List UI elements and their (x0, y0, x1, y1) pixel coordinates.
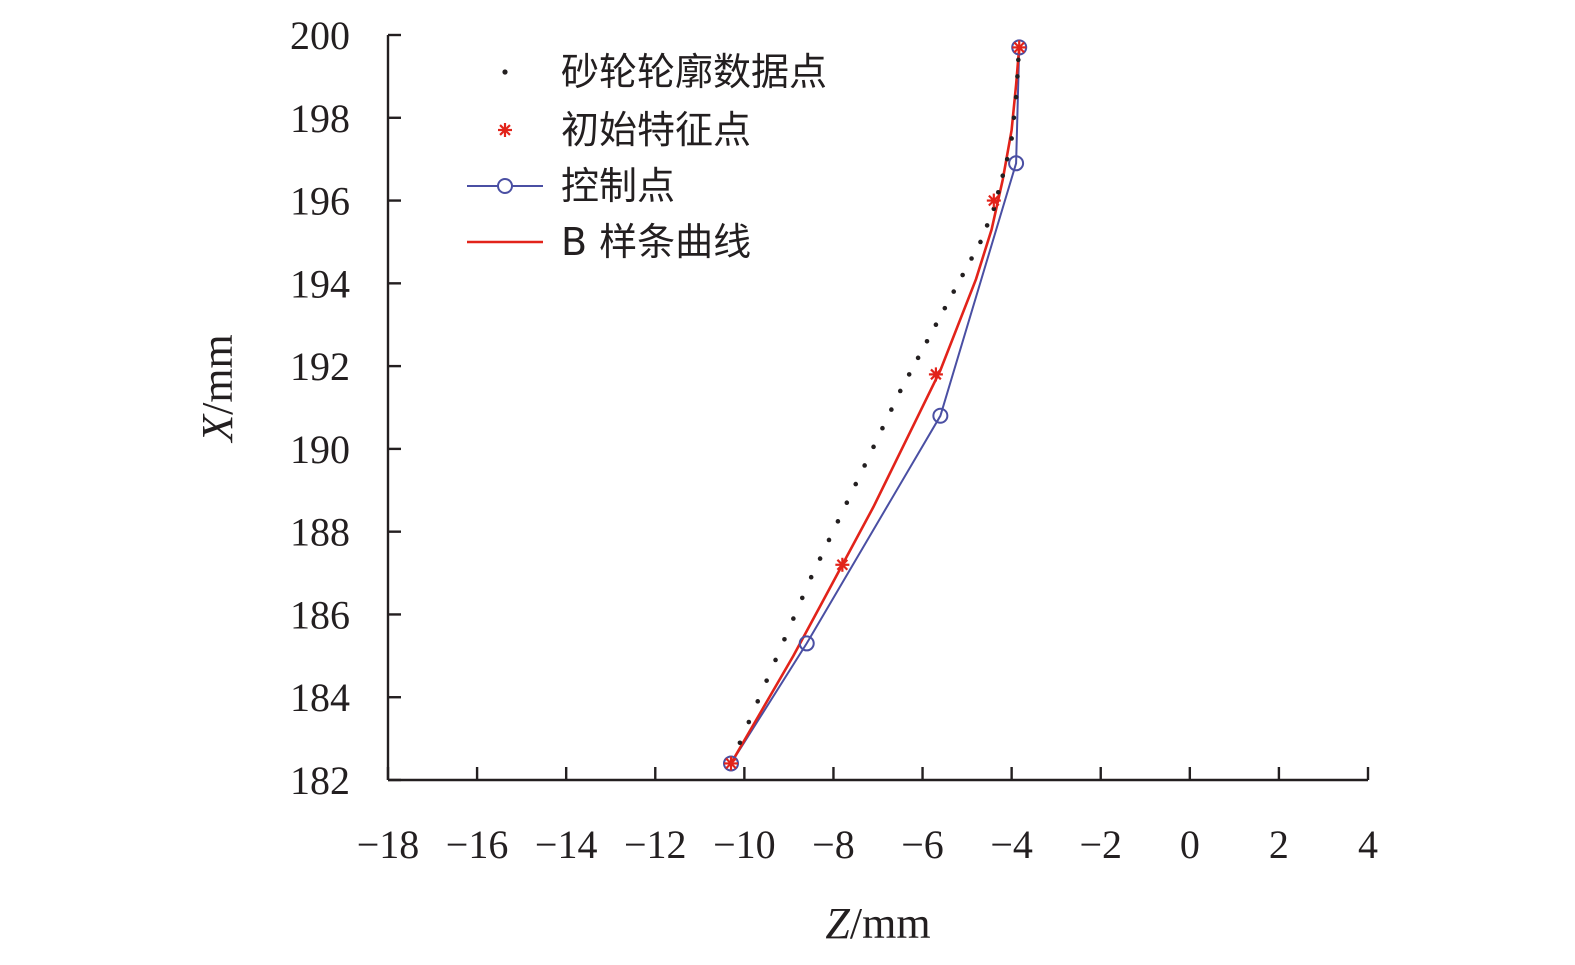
y-tick-label: 190 (290, 427, 350, 472)
profile-data-point (991, 206, 997, 212)
y-tick-label: 198 (290, 96, 350, 141)
profile-data-point (897, 388, 903, 394)
profile-data-point (764, 678, 769, 683)
profile-data-point (942, 305, 948, 311)
y-axis: 182 184 186 188 190 192 194 196 198 200 (290, 13, 401, 803)
profile-data-point (755, 699, 761, 704)
profile-data-point (924, 338, 930, 344)
x-tick-label: −4 (990, 822, 1033, 867)
legend-label: 控制点 (561, 164, 675, 208)
control-point (932, 407, 949, 424)
profile-data-point (889, 407, 894, 412)
y-tick-label: 200 (290, 13, 350, 58)
profile-data-point (995, 189, 1001, 195)
initial-feature-point (928, 367, 943, 382)
initial-feature-point (835, 557, 850, 572)
x-axis-title: Z/mm (825, 899, 930, 948)
x-axis-unit: /mm (850, 899, 931, 948)
profile-data-point (791, 616, 796, 621)
y-tick-label: 188 (290, 510, 350, 555)
y-axis-var: X (193, 413, 242, 444)
profile-data-point (1009, 136, 1014, 141)
profile-data-point (871, 444, 876, 450)
x-tick-label: −14 (535, 822, 598, 867)
x-axis: −18 −16 −14 −12 −10 −8 −6 −4 −2 0 2 4 (357, 767, 1378, 867)
profile-data-point (1000, 173, 1006, 179)
y-axis-title: X/mm (193, 334, 242, 444)
y-tick-label: 186 (290, 592, 350, 637)
legend-label: 砂轮轮廓数据点 (561, 50, 827, 94)
y-axis-unit: /mm (193, 334, 242, 415)
control-point (798, 635, 815, 652)
profile-data-point (1015, 74, 1020, 79)
profile-data-point (933, 322, 939, 328)
profile-data-point (737, 740, 743, 746)
x-tick-label: 2 (1269, 822, 1289, 867)
x-tick-label: −12 (624, 822, 687, 867)
y-tick-label: 194 (290, 261, 350, 306)
x-tick-label: 4 (1358, 822, 1378, 867)
profile-data-point (1016, 57, 1021, 63)
x-axis-var: Z (825, 899, 850, 948)
x-tick-label: −16 (446, 822, 509, 867)
profile-data-point (978, 239, 983, 245)
initial-feature-point (724, 756, 738, 771)
initial-feature-point (986, 193, 1001, 208)
profile-data-point (1011, 115, 1017, 121)
control-polygon-line (730, 47, 1021, 764)
x-tick-label: −8 (812, 822, 855, 867)
x-tick-label: −2 (1079, 822, 1122, 867)
profile-data-point (782, 636, 787, 642)
profile-data-point (984, 223, 990, 228)
profile-data-point (951, 289, 957, 294)
x-tick-label: −18 (357, 822, 420, 867)
profile-data-point (915, 355, 921, 361)
profile-data-point (880, 425, 885, 431)
x-tick-label: 0 (1180, 822, 1200, 867)
profile-data-point (746, 719, 752, 725)
legend-symbol-circle (497, 178, 513, 194)
profile-data-point (844, 500, 850, 505)
profile-data-point (969, 256, 974, 261)
profile-data-point (1004, 156, 1010, 162)
y-tick-label: 182 (290, 758, 350, 803)
x-tick-label: −6 (901, 822, 944, 867)
y-tick-label: 192 (290, 344, 350, 389)
profile-data-point (960, 272, 965, 278)
y-tick-label: 184 (290, 675, 350, 720)
profile-data-point (853, 481, 859, 487)
profile-data-point (1013, 94, 1019, 100)
legend-label: 初始特征点 (561, 108, 751, 152)
control-point (1008, 155, 1025, 172)
profile-data-point (799, 595, 805, 601)
plot-area (723, 39, 1028, 772)
profile-data-point (817, 556, 823, 561)
legend-symbol-dot (502, 69, 508, 75)
profile-data-point (835, 519, 841, 524)
legend-label: B 样条曲线 (561, 220, 751, 264)
profile-data-point (862, 463, 867, 468)
x-tick-label: −10 (713, 822, 776, 867)
y-tick-label: 196 (290, 179, 350, 224)
profile-data-point (773, 657, 778, 663)
profile-data-point (826, 537, 832, 543)
legend-symbol-star (498, 123, 512, 137)
initial-feature-point (1012, 40, 1027, 55)
profile-data-point (808, 574, 814, 580)
b-spline-curve (729, 47, 1021, 765)
profile-data-point (906, 372, 912, 377)
